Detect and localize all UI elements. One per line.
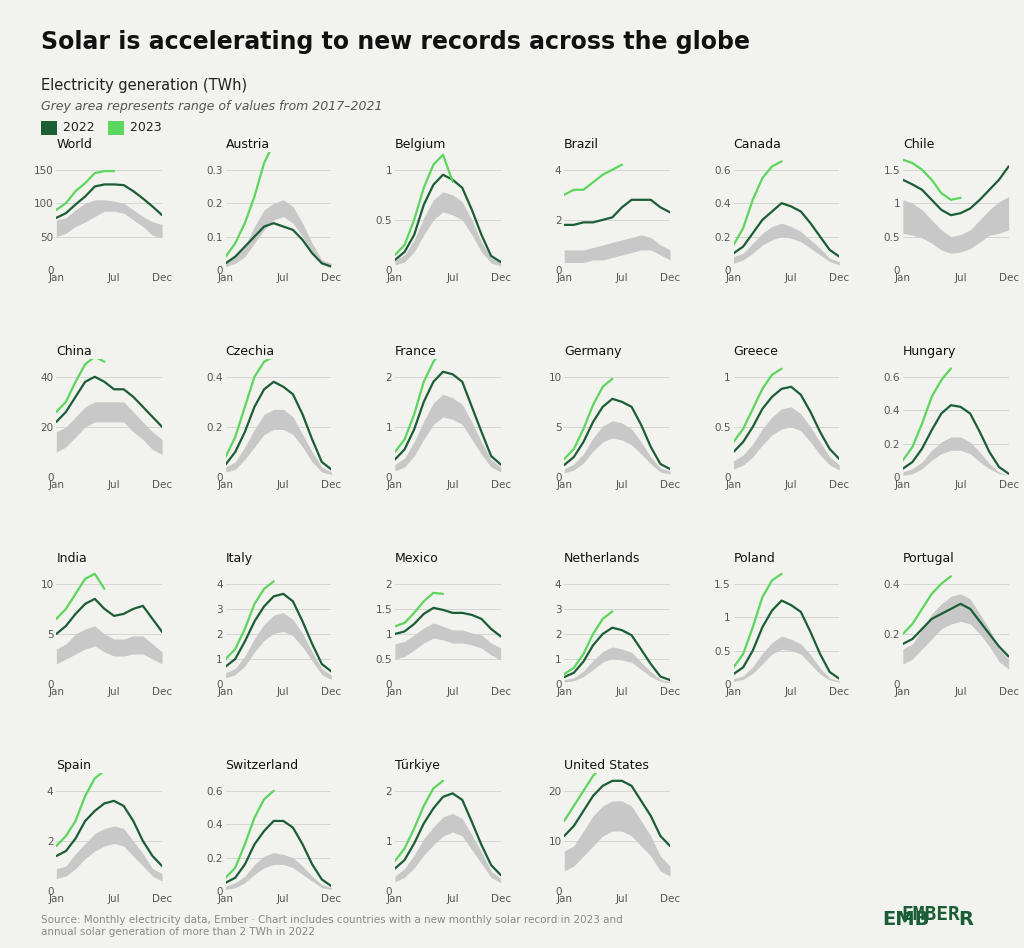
Text: Austria: Austria <box>225 137 269 151</box>
Text: Hungary: Hungary <box>903 344 956 357</box>
Text: Poland: Poland <box>733 552 775 565</box>
Text: Grey area represents range of values from 2017–2021: Grey area represents range of values fro… <box>41 100 382 113</box>
Text: Netherlands: Netherlands <box>564 552 641 565</box>
Text: 2022: 2022 <box>59 121 95 135</box>
Text: Solar is accelerating to new records across the globe: Solar is accelerating to new records acr… <box>41 30 750 54</box>
Text: Belgium: Belgium <box>395 137 446 151</box>
Text: China: China <box>56 344 92 357</box>
Text: Mexico: Mexico <box>395 552 438 565</box>
Text: Portugal: Portugal <box>903 552 954 565</box>
Text: World: World <box>56 137 92 151</box>
Text: Spain: Spain <box>56 758 91 772</box>
Text: Türkiye: Türkiye <box>395 758 439 772</box>
Text: Switzerland: Switzerland <box>225 758 299 772</box>
Text: France: France <box>395 344 436 357</box>
Text: Czechia: Czechia <box>225 344 274 357</box>
Text: Greece: Greece <box>733 344 778 357</box>
Text: Chile: Chile <box>903 137 934 151</box>
Text: India: India <box>56 552 87 565</box>
Text: 2023: 2023 <box>126 121 162 135</box>
Text: United States: United States <box>564 758 649 772</box>
Text: EMB: EMB <box>882 909 930 929</box>
Text: Italy: Italy <box>225 552 253 565</box>
Text: Source: Monthly electricity data, Ember · Chart includes countries with a new mo: Source: Monthly electricity data, Ember … <box>41 915 623 937</box>
Text: EMBER: EMBER <box>901 905 959 924</box>
Text: Canada: Canada <box>733 137 781 151</box>
Text: R: R <box>958 909 973 929</box>
Text: Germany: Germany <box>564 344 622 357</box>
Text: Brazil: Brazil <box>564 137 599 151</box>
Text: Electricity generation (TWh): Electricity generation (TWh) <box>41 78 247 93</box>
